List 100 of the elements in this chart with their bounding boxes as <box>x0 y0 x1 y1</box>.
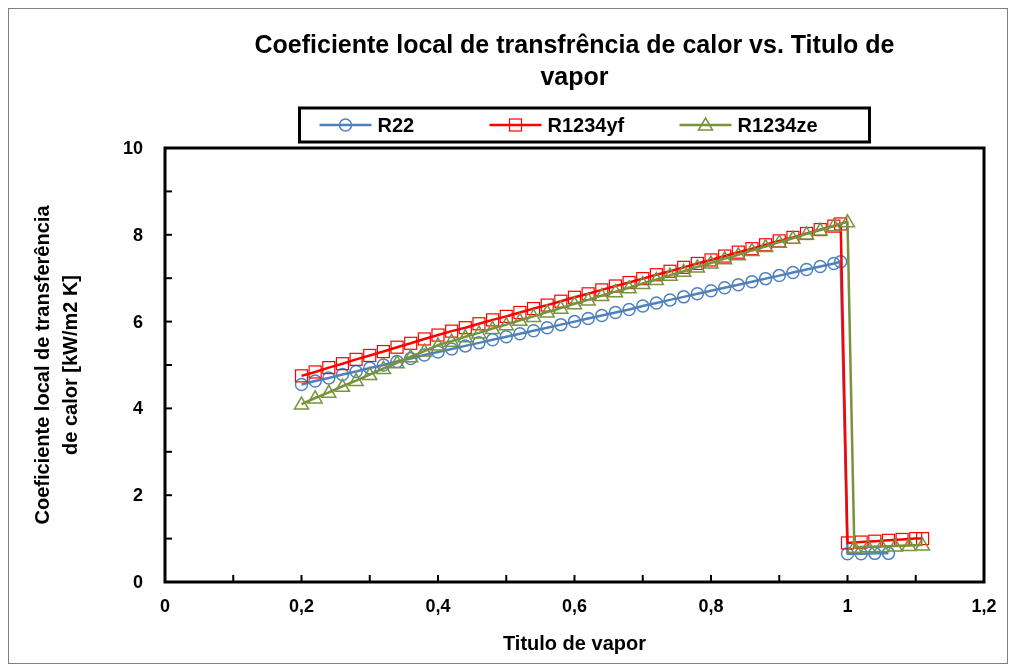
point <box>827 256 841 271</box>
point <box>566 296 583 310</box>
point <box>704 284 718 298</box>
point <box>648 271 665 286</box>
point <box>513 305 527 320</box>
point <box>390 340 404 354</box>
point <box>676 290 691 304</box>
point <box>404 336 418 350</box>
point <box>363 348 377 363</box>
point <box>581 311 595 326</box>
x-tick-label: 0,4 <box>425 596 451 616</box>
point <box>540 320 554 335</box>
point <box>860 539 876 553</box>
y-tick-label: 0 <box>132 572 143 592</box>
point <box>417 332 431 346</box>
point <box>457 329 474 343</box>
point <box>443 333 460 347</box>
point <box>444 342 459 356</box>
point <box>525 308 542 323</box>
point <box>663 293 677 307</box>
point <box>594 287 610 302</box>
point <box>607 283 624 298</box>
point <box>717 281 732 295</box>
point <box>335 357 350 371</box>
point <box>595 283 609 297</box>
legend-label: R1234yf <box>547 114 625 136</box>
point <box>833 254 848 269</box>
point <box>349 364 363 379</box>
point <box>731 277 746 292</box>
x-tick-label: 0,8 <box>698 596 724 616</box>
point <box>914 537 931 551</box>
point <box>417 348 432 362</box>
point <box>445 324 459 338</box>
point <box>472 317 486 331</box>
point <box>554 317 568 332</box>
point <box>840 547 855 561</box>
point <box>621 280 637 294</box>
point <box>868 546 882 561</box>
point <box>675 263 692 278</box>
point <box>887 538 904 552</box>
point <box>512 312 528 327</box>
point <box>526 323 541 338</box>
point <box>786 265 800 280</box>
point <box>431 328 445 342</box>
point <box>839 214 856 228</box>
point <box>513 327 527 341</box>
point <box>567 314 582 329</box>
point <box>335 367 350 382</box>
point <box>636 299 650 313</box>
point <box>294 369 309 383</box>
point <box>873 538 890 553</box>
point <box>376 344 390 359</box>
x-tick-label: 0,2 <box>288 596 315 616</box>
legend-label: R22 <box>377 114 415 136</box>
point <box>636 272 650 286</box>
point <box>595 308 609 323</box>
legend-label: R1234ze <box>737 114 818 136</box>
point <box>608 305 623 320</box>
point <box>472 336 486 350</box>
point <box>471 325 487 339</box>
point <box>498 316 514 331</box>
point <box>293 396 310 410</box>
point <box>307 390 323 404</box>
point <box>362 366 378 381</box>
y-tick-label: 4 <box>132 398 143 419</box>
y-tick-label: 2 <box>132 485 143 506</box>
point <box>430 337 446 351</box>
point <box>322 361 336 375</box>
point <box>901 537 917 552</box>
x-axis-title: Titulo de vapor <box>503 632 647 654</box>
point <box>539 304 555 318</box>
point <box>608 279 623 293</box>
x-tick-label: 0 <box>159 596 171 616</box>
point <box>334 378 351 393</box>
y-tick-label: 8 <box>132 224 143 245</box>
point <box>458 339 473 353</box>
point <box>622 275 636 290</box>
point <box>813 259 827 274</box>
x-tick-label: 0,6 <box>561 596 588 616</box>
point <box>484 320 501 335</box>
point <box>349 352 363 366</box>
point <box>580 292 596 306</box>
point <box>635 275 651 290</box>
point <box>499 330 513 344</box>
point <box>690 287 705 301</box>
chart-title: Coeficiente local de transfrência de calor vs. Titulo de vapor <box>254 30 895 90</box>
point <box>649 268 663 282</box>
point <box>308 365 322 379</box>
x-tick-label: 1 <box>842 596 853 616</box>
point <box>486 313 500 327</box>
point <box>799 262 814 277</box>
point <box>363 361 377 375</box>
point <box>431 345 445 359</box>
x-tick-label: 1,2 <box>971 596 997 616</box>
point <box>745 274 759 289</box>
point <box>854 547 868 561</box>
point <box>416 343 433 357</box>
y-axis-title: Coeficiente local de transferência de calor [kW/m2 K] <box>31 204 81 525</box>
y-tick-label: 10 <box>122 138 143 158</box>
point <box>348 372 364 387</box>
